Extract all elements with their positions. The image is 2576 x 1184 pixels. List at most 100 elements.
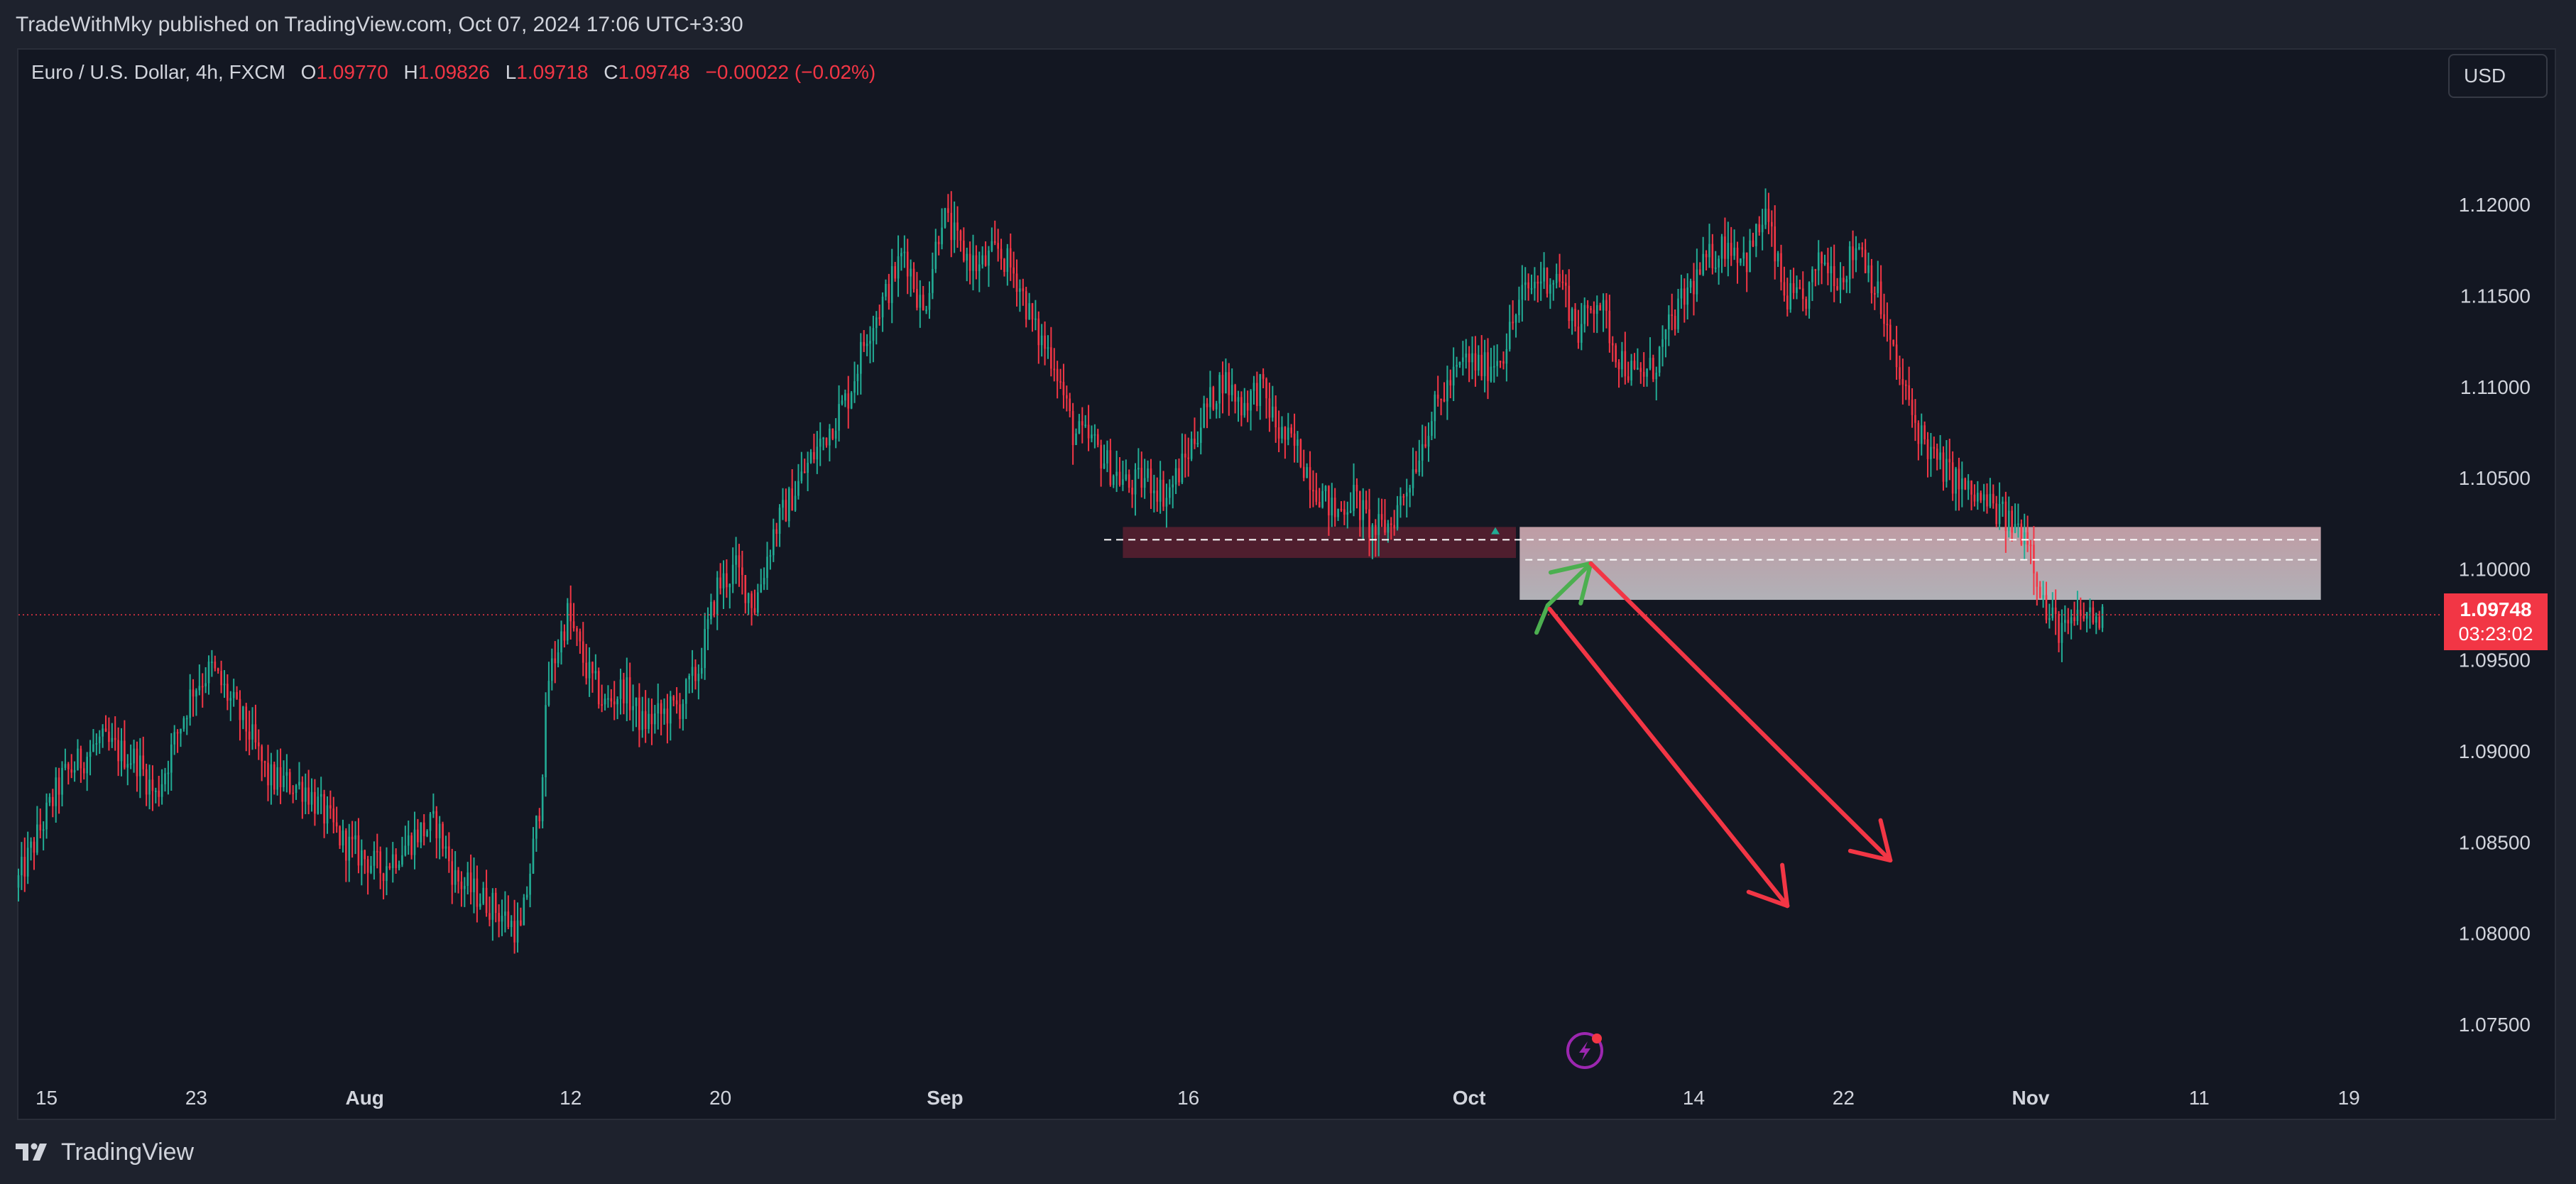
candle-body [706, 619, 709, 630]
candle-body [1708, 243, 1710, 258]
symbol-name[interactable]: Euro / U.S. Dollar, 4h, FXCM [31, 61, 285, 83]
candle-body [501, 916, 503, 922]
candle-body [227, 684, 229, 701]
y-axis[interactable]: 1.12000 1.11500 1.11000 1.10500 1.10000 1.095… [2459, 194, 2531, 1036]
candle-body [1000, 248, 1003, 259]
candle-body [126, 764, 129, 768]
candle-body [1711, 243, 1714, 268]
candle-body [1490, 366, 1492, 381]
candle-body [1234, 385, 1236, 402]
lightning-icon[interactable] [1566, 1032, 1603, 1069]
candle-body [1380, 514, 1383, 520]
candle-body [516, 920, 519, 943]
candle-body [1031, 303, 1034, 320]
candle-body [1015, 273, 1018, 292]
candle-body [1387, 523, 1390, 533]
candle-body [1225, 372, 1227, 394]
candle-body [52, 796, 54, 806]
candle-body [1777, 253, 1779, 262]
candle-body [304, 787, 307, 802]
candle-body [1368, 509, 1370, 538]
candle-body [342, 831, 344, 845]
candle-body [760, 584, 763, 593]
candle-body [1505, 349, 1508, 364]
candle-body [2054, 607, 2057, 615]
candle-body [2039, 586, 2041, 598]
candle-body [364, 850, 366, 860]
x-axis[interactable]: 15 23 Aug 12 20 Sep 16 Oct 14 22 Nov 11 19 [36, 1087, 2360, 1109]
x-tick-label: 14 [1683, 1087, 1705, 1109]
x-tick-label: Oct [1453, 1087, 1486, 1109]
candle-body [1830, 265, 1833, 273]
candle-body [86, 757, 88, 774]
candle-body [1874, 292, 1876, 295]
green-arrow-tail [1534, 603, 1550, 635]
candle-body [176, 732, 179, 734]
candle-body [2092, 607, 2095, 623]
x-tick-label: 15 [36, 1087, 58, 1109]
y-tick-label: 1.11500 [2460, 285, 2531, 307]
candle-body [1942, 452, 1945, 482]
candle-body [67, 764, 70, 769]
candle-body [638, 697, 640, 730]
candle-body [1752, 240, 1754, 246]
candle-body [1914, 415, 1916, 423]
candle-body [972, 255, 974, 271]
candle-body [1315, 490, 1318, 503]
currency-button[interactable]: USD [2448, 54, 2548, 98]
candle-body [1555, 273, 1558, 283]
candle-body [1218, 375, 1221, 404]
candle-body [1855, 248, 1857, 261]
candle-body [1324, 486, 1327, 491]
candle-body [719, 577, 721, 588]
candle-body [217, 668, 219, 672]
candle-body [928, 292, 931, 310]
candle-body [997, 243, 999, 249]
candle-body [192, 689, 195, 697]
candle-body [1827, 262, 1829, 273]
candle-body [769, 555, 772, 557]
candle-body [1399, 496, 1402, 505]
candle-body [195, 690, 197, 697]
tradingview-logo[interactable]: TradingView [16, 1134, 194, 1170]
candle-body [1465, 353, 1468, 358]
candle-body [616, 698, 618, 705]
candle-body [1749, 240, 1751, 273]
candle-body [95, 743, 98, 745]
candle-body [1281, 427, 1283, 439]
candle-body [232, 692, 235, 698]
candle-body [569, 603, 572, 622]
candle-body [585, 662, 587, 679]
candle-body [485, 887, 488, 914]
candle-body [1811, 269, 1813, 283]
candle-body [1371, 525, 1374, 538]
candle-body [525, 894, 528, 898]
low-label: L [505, 61, 517, 83]
candle-body [557, 652, 560, 664]
candle-body [158, 790, 160, 797]
candle-body [716, 577, 719, 615]
candle-body [489, 913, 491, 920]
candle-body [30, 841, 32, 848]
high-value: 1.09826 [417, 61, 490, 83]
candle-body [1671, 314, 1674, 317]
candle-body [1365, 500, 1368, 510]
candle-body [944, 208, 946, 228]
candle-body [382, 873, 385, 882]
candle-body [36, 824, 38, 853]
candle-body [279, 767, 282, 787]
candle-body [713, 601, 716, 615]
candle-body [1302, 466, 1305, 478]
candle-body [1559, 273, 1561, 282]
candle-body [170, 744, 173, 773]
candle-body [1075, 433, 1077, 445]
candle-body [407, 835, 410, 846]
candle-body [354, 835, 356, 840]
candle-body [937, 241, 940, 245]
candle-body [1539, 281, 1542, 284]
candle-body [2083, 615, 2085, 619]
candle-body [1939, 452, 1941, 460]
candle-body [404, 845, 407, 855]
candle-body [735, 555, 737, 565]
